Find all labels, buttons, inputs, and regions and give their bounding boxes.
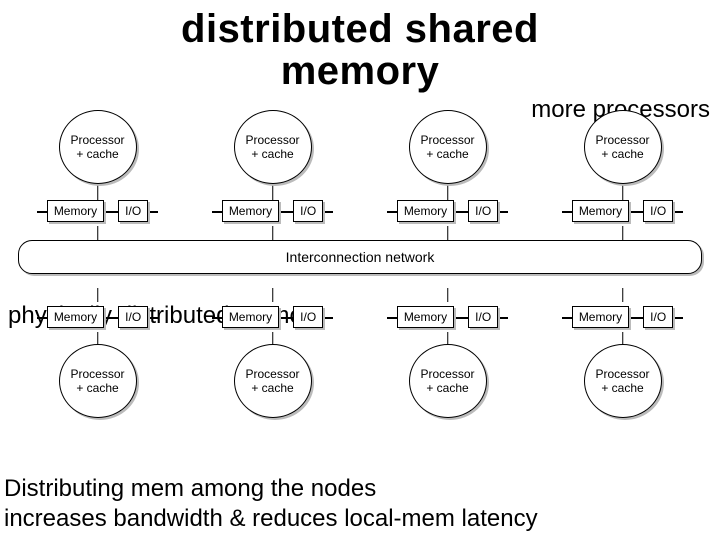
processor-label: Processor	[420, 133, 474, 147]
io-box: I/O	[643, 306, 673, 328]
io-box: I/O	[118, 306, 148, 328]
processor-label: Processor	[70, 367, 124, 381]
mem-io-group: Memory I/O	[47, 200, 148, 222]
processor-label: Processor	[245, 367, 299, 381]
cache-label: + cache	[251, 147, 293, 161]
processor-label: Processor	[70, 133, 124, 147]
node-col: Processor + cache	[193, 344, 353, 418]
footer-line-2: increases bandwidth & reduces local-mem …	[4, 504, 538, 534]
processor-node: Processor + cache	[584, 344, 662, 418]
memory-box: Memory	[222, 306, 279, 328]
cache-label: + cache	[76, 381, 118, 395]
processor-node: Processor + cache	[234, 344, 312, 418]
node-col: Processor + cache	[543, 110, 703, 184]
mem-io-group: Memory I/O	[47, 306, 148, 328]
processor-node: Processor + cache	[59, 344, 137, 418]
processor-row-bottom: Processor + cache Processor + cache Proc…	[10, 344, 710, 418]
processor-label: Processor	[595, 133, 649, 147]
processor-label: Processor	[245, 133, 299, 147]
processor-row-top: Processor + cache Processor + cache Proc…	[10, 110, 710, 184]
mem-io-group: Memory I/O	[222, 200, 323, 222]
mem-io-group: Memory I/O	[397, 306, 498, 328]
node-col: Processor + cache	[193, 110, 353, 184]
io-box: I/O	[118, 200, 148, 222]
page-title: distributed shared memory	[0, 0, 720, 92]
memory-box: Memory	[572, 306, 629, 328]
io-box: I/O	[468, 200, 498, 222]
processor-node: Processor + cache	[59, 110, 137, 184]
io-box: I/O	[643, 200, 673, 222]
node-col: Processor + cache	[368, 344, 528, 418]
io-box: I/O	[293, 200, 323, 222]
memory-box: Memory	[222, 200, 279, 222]
processor-node: Processor + cache	[584, 110, 662, 184]
diagram-top: Processor + cache Processor + cache Proc…	[10, 110, 710, 418]
node-col: Processor + cache	[368, 110, 528, 184]
processor-node: Processor + cache	[409, 344, 487, 418]
processor-label: Processor	[595, 367, 649, 381]
node-col: Processor + cache	[18, 344, 178, 418]
cache-label: + cache	[601, 381, 643, 395]
mem-io-group: Memory I/O	[222, 306, 323, 328]
title-line-1: distributed shared	[0, 8, 720, 50]
node-col: Processor + cache	[18, 110, 178, 184]
memory-box: Memory	[47, 200, 104, 222]
memory-box: Memory	[397, 306, 454, 328]
cache-label: + cache	[601, 147, 643, 161]
mem-io-group: Memory I/O	[572, 200, 673, 222]
footer-line-1: Distributing mem among the nodes	[4, 474, 538, 504]
title-line-2: memory	[0, 50, 720, 92]
interconnect-box: Interconnection network	[18, 240, 702, 274]
node-col: Processor + cache	[543, 344, 703, 418]
memory-box: Memory	[397, 200, 454, 222]
cache-label: + cache	[251, 381, 293, 395]
mem-io-group: Memory I/O	[572, 306, 673, 328]
mem-io-group: Memory I/O	[397, 200, 498, 222]
processor-node: Processor + cache	[234, 110, 312, 184]
cache-label: + cache	[426, 381, 468, 395]
memory-box: Memory	[572, 200, 629, 222]
footer-text: Distributing mem among the nodes increas…	[4, 474, 538, 534]
processor-label: Processor	[420, 367, 474, 381]
memory-box: Memory	[47, 306, 104, 328]
io-box: I/O	[293, 306, 323, 328]
memory-row-top: Memory I/O Memory I/O Memory I/O Memory …	[10, 196, 710, 226]
processor-node: Processor + cache	[409, 110, 487, 184]
io-box: I/O	[468, 306, 498, 328]
cache-label: + cache	[76, 147, 118, 161]
cache-label: + cache	[426, 147, 468, 161]
